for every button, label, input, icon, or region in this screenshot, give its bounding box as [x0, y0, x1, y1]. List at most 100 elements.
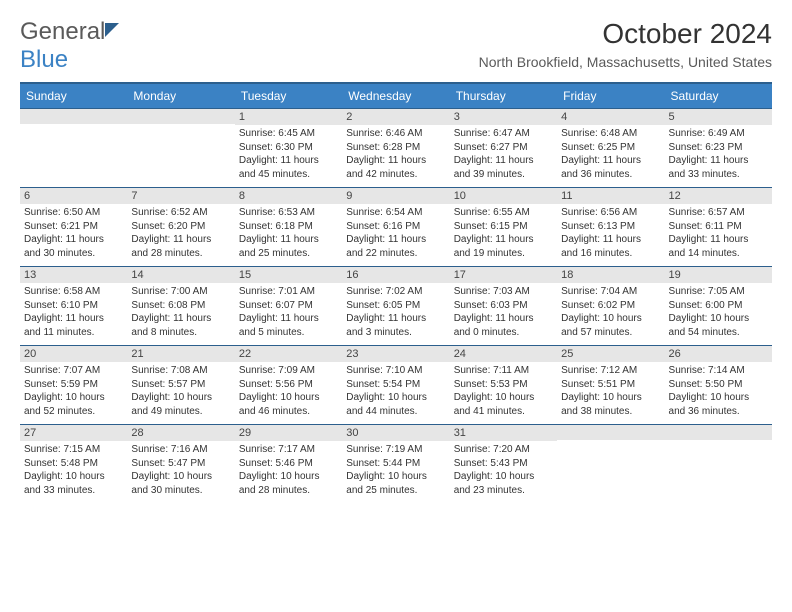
day-cell: 24Sunrise: 7:11 AMSunset: 5:53 PMDayligh…	[450, 346, 557, 425]
day-sunrise: Sunrise: 6:50 AM	[24, 206, 125, 220]
day-sunrise: Sunrise: 6:46 AM	[346, 127, 447, 141]
day-sunrise: Sunrise: 7:05 AM	[669, 285, 770, 299]
day-dl1: Daylight: 10 hours	[24, 391, 125, 405]
day-dl2: and 54 minutes.	[669, 326, 770, 340]
day-cell: 19Sunrise: 7:05 AMSunset: 6:00 PMDayligh…	[665, 267, 772, 346]
day-dl2: and 44 minutes.	[346, 405, 447, 419]
day-cell: 1Sunrise: 6:45 AMSunset: 6:30 PMDaylight…	[235, 109, 342, 188]
day-cell: 13Sunrise: 6:58 AMSunset: 6:10 PMDayligh…	[20, 267, 127, 346]
day-info: Sunrise: 6:52 AMSunset: 6:20 PMDaylight:…	[129, 206, 232, 260]
location-text: North Brookfield, Massachusetts, United …	[479, 54, 772, 70]
day-number: 11	[557, 188, 664, 204]
calendar-table: Sunday Monday Tuesday Wednesday Thursday…	[20, 82, 772, 503]
day-info: Sunrise: 7:15 AMSunset: 5:48 PMDaylight:…	[22, 443, 125, 497]
day-sunrise: Sunrise: 6:58 AM	[24, 285, 125, 299]
day-dl2: and 28 minutes.	[131, 247, 232, 261]
day-cell: 12 Sunrise: 6:57 AMSunset: 6:11 PMDayligh…	[665, 188, 772, 267]
week-row: 6 Sunrise: 6:50 AMSunset: 6:21 PMDaylight…	[20, 188, 772, 267]
logo-text: GeneralBlue	[20, 18, 119, 74]
day-dl1: Daylight: 10 hours	[454, 470, 555, 484]
day-cell: 2Sunrise: 6:46 AMSunset: 6:28 PMDaylight…	[342, 109, 449, 188]
day-cell: 29Sunrise: 7:17 AMSunset: 5:46 PMDayligh…	[235, 425, 342, 504]
day-info: Sunrise: 7:12 AMSunset: 5:51 PMDaylight:…	[559, 364, 662, 418]
day-number: 26	[665, 346, 772, 362]
day-cell: 27Sunrise: 7:15 AMSunset: 5:48 PMDayligh…	[20, 425, 127, 504]
empty-cell	[665, 425, 772, 504]
day-dl2: and 0 minutes.	[454, 326, 555, 340]
day-number: 12	[665, 188, 772, 204]
day-cell: 3Sunrise: 6:47 AMSunset: 6:27 PMDaylight…	[450, 109, 557, 188]
day-info: Sunrise: 7:04 AMSunset: 6:02 PMDaylight:…	[559, 285, 662, 339]
day-sunrise: Sunrise: 6:56 AM	[561, 206, 662, 220]
day-info: Sunrise: 7:11 AMSunset: 5:53 PMDaylight:…	[452, 364, 555, 418]
day-sunrise: Sunrise: 6:47 AM	[454, 127, 555, 141]
day-info: Sunrise: 7:00 AMSunset: 6:08 PMDaylight:…	[129, 285, 232, 339]
day-sunrise: Sunrise: 6:53 AM	[239, 206, 340, 220]
day-sunset: Sunset: 6:15 PM	[454, 220, 555, 234]
day-info: Sunrise: 7:16 AMSunset: 5:47 PMDaylight:…	[129, 443, 232, 497]
day-dl2: and 8 minutes.	[131, 326, 232, 340]
day-sunset: Sunset: 6:02 PM	[561, 299, 662, 313]
day-sunset: Sunset: 5:43 PM	[454, 457, 555, 471]
day-number: 4	[557, 109, 664, 125]
day-dl2: and 42 minutes.	[346, 168, 447, 182]
day-sunrise: Sunrise: 6:55 AM	[454, 206, 555, 220]
day-number: 9	[342, 188, 449, 204]
day-info: Sunrise: 6:48 AMSunset: 6:25 PMDaylight:…	[559, 127, 662, 181]
day-dl2: and 57 minutes.	[561, 326, 662, 340]
week-row: 1Sunrise: 6:45 AMSunset: 6:30 PMDaylight…	[20, 109, 772, 188]
day-cell: 14Sunrise: 7:00 AMSunset: 6:08 PMDayligh…	[127, 267, 234, 346]
day-sunrise: Sunrise: 7:20 AM	[454, 443, 555, 457]
day-sunrise: Sunrise: 7:11 AM	[454, 364, 555, 378]
day-sunset: Sunset: 6:11 PM	[669, 220, 770, 234]
day-sunrise: Sunrise: 6:49 AM	[669, 127, 770, 141]
logo-text-blue: Blue	[20, 46, 68, 73]
day-cell: 7Sunrise: 6:52 AMSunset: 6:20 PMDaylight…	[127, 188, 234, 267]
day-dl2: and 33 minutes.	[669, 168, 770, 182]
day-dl2: and 36 minutes.	[561, 168, 662, 182]
day-info: Sunrise: 6:50 AMSunset: 6:21 PMDaylight:…	[22, 206, 125, 260]
day-dl2: and 11 minutes.	[24, 326, 125, 340]
dow-wednesday: Wednesday	[342, 83, 449, 109]
day-sunset: Sunset: 5:44 PM	[346, 457, 447, 471]
day-info: Sunrise: 7:20 AMSunset: 5:43 PMDaylight:…	[452, 443, 555, 497]
day-dl2: and 25 minutes.	[346, 484, 447, 498]
day-dl2: and 16 minutes.	[561, 247, 662, 261]
day-number: 31	[450, 425, 557, 441]
day-dl2: and 19 minutes.	[454, 247, 555, 261]
day-dl1: Daylight: 11 hours	[131, 312, 232, 326]
day-sunset: Sunset: 6:27 PM	[454, 141, 555, 155]
empty-daynum	[127, 109, 234, 124]
day-sunset: Sunset: 6:18 PM	[239, 220, 340, 234]
empty-daynum	[557, 425, 664, 440]
day-info: Sunrise: 6:56 AMSunset: 6:13 PMDaylight:…	[559, 206, 662, 260]
day-number: 29	[235, 425, 342, 441]
day-number: 22	[235, 346, 342, 362]
day-sunrise: Sunrise: 7:10 AM	[346, 364, 447, 378]
day-sunrise: Sunrise: 6:52 AM	[131, 206, 232, 220]
day-dl1: Daylight: 11 hours	[24, 233, 125, 247]
day-dl1: Daylight: 10 hours	[346, 391, 447, 405]
day-sunset: Sunset: 5:47 PM	[131, 457, 232, 471]
day-cell: 5Sunrise: 6:49 AMSunset: 6:23 PMDaylight…	[665, 109, 772, 188]
day-cell: 23Sunrise: 7:10 AMSunset: 5:54 PMDayligh…	[342, 346, 449, 425]
day-info: Sunrise: 7:10 AMSunset: 5:54 PMDaylight:…	[344, 364, 447, 418]
day-sunset: Sunset: 6:23 PM	[669, 141, 770, 155]
page-header: GeneralBlue October 2024 North Brookfiel…	[20, 18, 772, 74]
day-cell: 20Sunrise: 7:07 AMSunset: 5:59 PMDayligh…	[20, 346, 127, 425]
day-info: Sunrise: 6:57 AMSunset: 6:11 PMDaylight:…	[667, 206, 770, 260]
day-dl1: Daylight: 11 hours	[454, 233, 555, 247]
day-cell: 6 Sunrise: 6:50 AMSunset: 6:21 PMDaylight…	[20, 188, 127, 267]
day-dl1: Daylight: 11 hours	[561, 233, 662, 247]
day-sunset: Sunset: 5:46 PM	[239, 457, 340, 471]
day-sunrise: Sunrise: 7:00 AM	[131, 285, 232, 299]
day-info: Sunrise: 7:01 AMSunset: 6:07 PMDaylight:…	[237, 285, 340, 339]
day-number: 6	[20, 188, 127, 204]
day-sunset: Sunset: 6:05 PM	[346, 299, 447, 313]
day-dl2: and 36 minutes.	[669, 405, 770, 419]
day-sunset: Sunset: 6:16 PM	[346, 220, 447, 234]
day-sunrise: Sunrise: 6:45 AM	[239, 127, 340, 141]
day-dl1: Daylight: 11 hours	[669, 233, 770, 247]
dow-friday: Friday	[557, 83, 664, 109]
week-row: 27Sunrise: 7:15 AMSunset: 5:48 PMDayligh…	[20, 425, 772, 504]
